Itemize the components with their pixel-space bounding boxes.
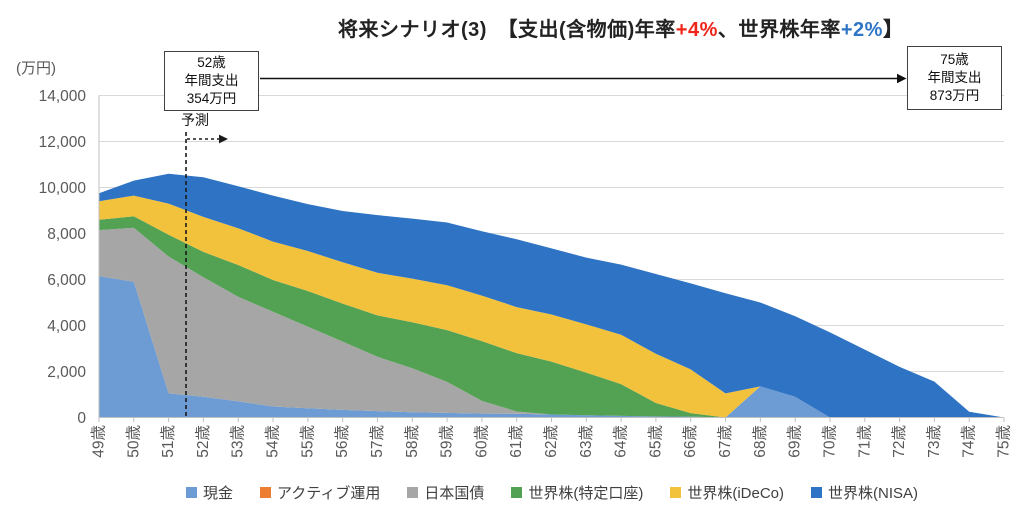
area-jgb: [99, 227, 1004, 418]
y-tick-label: 10,000: [39, 180, 87, 197]
legend-item-world-stock-ideco: 世界株(iDeCo): [670, 482, 784, 503]
x-tick-label: 73歳: [925, 425, 943, 458]
x-tick-label: 49歳: [90, 425, 108, 458]
annotation-line: 873万円: [929, 88, 980, 103]
forecast-label: 予測: [181, 112, 209, 128]
area-world-stock-ideco: [99, 195, 1004, 418]
y-axis-unit-label: (万円): [16, 60, 56, 77]
legend-label-world-stock-taxable: 世界株(特定口座): [528, 485, 644, 502]
x-tick-label: 64歳: [612, 425, 630, 458]
chart-title: 将来シナリオ(3) 【支出(含物価)年率+4%、世界株年率+2%】: [338, 13, 903, 42]
x-tick-label: 60歳: [472, 425, 490, 458]
annotation-line: 年間支出: [184, 73, 239, 88]
legend-item-world-stock-taxable: 世界株(特定口座): [511, 482, 643, 503]
y-tick-label: 4,000: [47, 318, 86, 335]
x-tick-label: 68歳: [751, 425, 769, 458]
x-tick-label: 65歳: [646, 425, 664, 458]
x-tick-label: 56歳: [333, 425, 351, 458]
legend-item-active-fund: アクティブ運用: [259, 482, 381, 503]
x-tick-label: 75歳: [995, 425, 1013, 458]
chart-title-bracket-suffix: 】: [882, 19, 904, 41]
legend-swatch-world-stock-nisa: [811, 487, 823, 498]
legend-swatch-world-stock-ideco: [670, 487, 682, 498]
x-tick-label: 55歳: [298, 425, 316, 458]
x-tick-label: 70歳: [820, 425, 838, 458]
x-tick-label: 53歳: [229, 425, 247, 458]
chart-title-bracket-prefix: 【支出(含物価)年率: [507, 19, 676, 41]
x-tick-label: 59歳: [438, 425, 456, 458]
x-tick-label: 58歳: [403, 425, 421, 458]
legend-label-active-fund: アクティブ運用: [276, 485, 381, 502]
chart-title-middle: 、世界株年率: [717, 19, 841, 41]
annotation-line: 354万円: [186, 91, 237, 106]
x-tick-label: 52歳: [194, 425, 212, 458]
annotation-line: 52歳: [197, 55, 226, 70]
legend-item-world-stock-nisa: 世界株(NISA): [811, 482, 918, 503]
y-tick-label: 14,000: [39, 88, 87, 105]
y-tick-label: 0: [77, 410, 86, 427]
x-tick-label: 74歳: [960, 425, 978, 458]
x-tick-label: 61歳: [507, 425, 525, 458]
chart-title-expense-rate: +4%: [675, 19, 718, 41]
x-tick-label: 72歳: [890, 425, 908, 458]
area-world-stock-nisa: [99, 173, 1004, 418]
legend-label-jgb: 日本国債: [424, 485, 485, 502]
spending-range-arrowhead-icon: [897, 73, 907, 84]
y-tick-label: 6,000: [47, 272, 86, 289]
x-tick-label: 50歳: [124, 425, 142, 458]
chart-title-stock-rate: +2%: [840, 19, 883, 41]
legend-item-cash: 現金: [185, 482, 233, 503]
x-tick-label: 57歳: [368, 425, 386, 458]
annotation-box-age52-spending: 52歳 年間支出 354万円: [164, 51, 259, 111]
x-tick-label: 67歳: [716, 425, 734, 458]
y-tick-label: 8,000: [47, 226, 86, 243]
x-tick-label: 69歳: [786, 425, 804, 458]
x-tick-label: 54歳: [264, 425, 282, 458]
y-tick-label: 2,000: [47, 364, 86, 381]
legend-swatch-cash: [185, 487, 197, 498]
area-world-stock-taxable: [99, 216, 1004, 418]
legend-item-jgb: 日本国債: [407, 482, 484, 503]
forecast-arrowhead-icon: [219, 134, 229, 144]
annotation-box-age75-spending: 75歳 年間支出 873万円: [907, 46, 1002, 110]
annotation-line: 75歳: [940, 52, 969, 67]
y-tick-label: 12,000: [39, 134, 87, 151]
legend-swatch-world-stock-taxable: [511, 487, 523, 498]
chart-legend: 現金 アクティブ運用 日本国債 世界株(特定口座) 世界株(iDeCo) 世界株(NISA…: [99, 482, 1005, 503]
x-tick-label: 71歳: [855, 425, 873, 458]
legend-swatch-active-fund: [259, 487, 271, 498]
x-tick-label: 66歳: [681, 425, 699, 458]
x-tick-label: 51歳: [159, 425, 177, 458]
annotation-line: 年間支出: [927, 70, 982, 85]
x-tick-label: 62歳: [542, 425, 560, 458]
area-cash: [99, 276, 1004, 418]
legend-label-world-stock-nisa: 世界株(NISA): [828, 485, 919, 502]
legend-swatch-jgb: [407, 487, 419, 498]
legend-label-world-stock-ideco: 世界株(iDeCo): [687, 485, 785, 502]
chart-title-main: 将来シナリオ(3): [338, 19, 487, 41]
legend-label-cash: 現金: [202, 485, 233, 502]
x-tick-label: 63歳: [577, 425, 595, 458]
